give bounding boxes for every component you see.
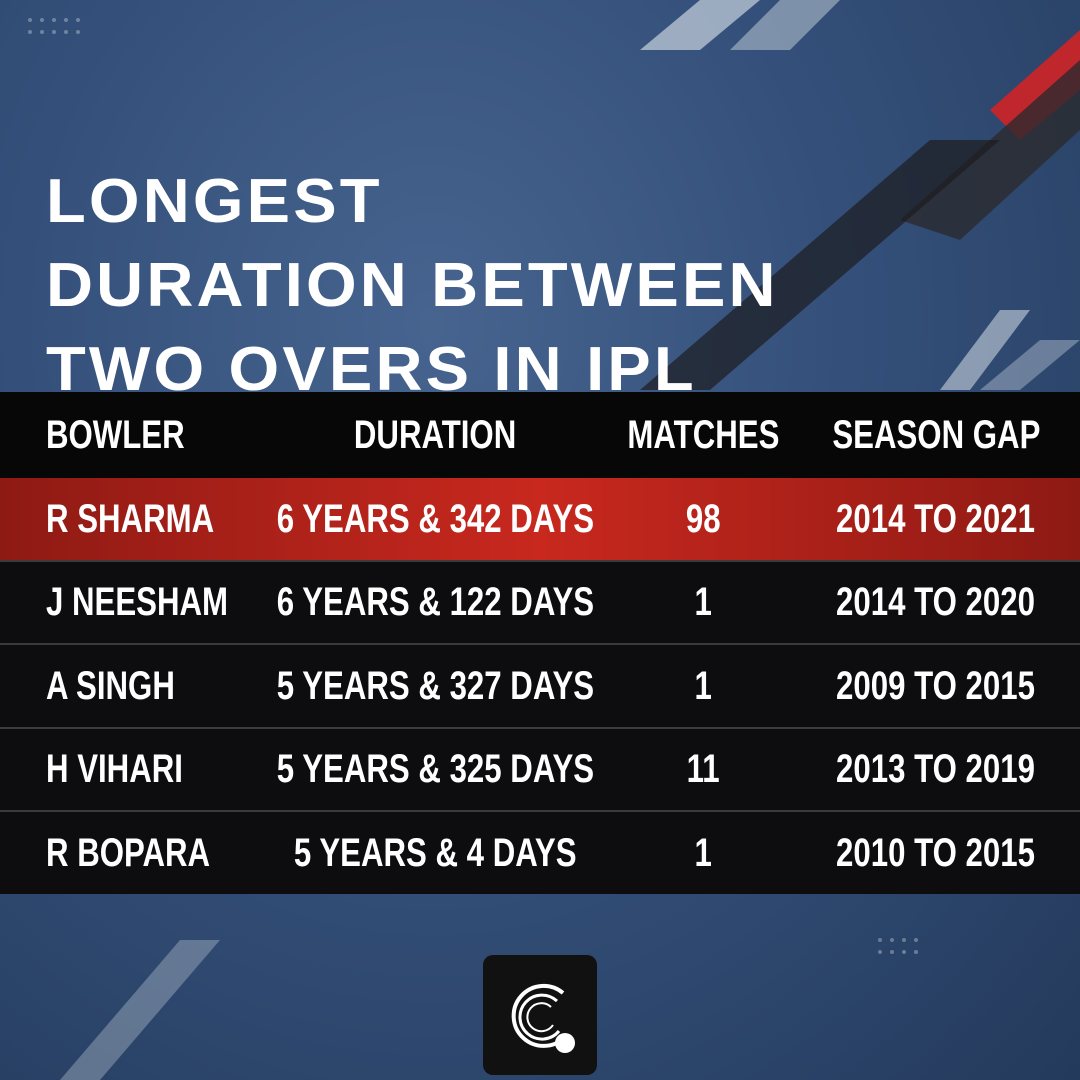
dot-pattern [20,10,100,40]
table-cell: 1 [625,562,781,644]
table-cell: SEASON GAP [800,392,1072,478]
cell-text: 1 [694,663,712,708]
table-cell: R SHARMA [46,478,262,560]
table-cell: 1 [625,645,781,727]
cell-text: 2014 TO 2021 [836,496,1036,541]
row-separator [0,559,1080,562]
stripe [990,30,1080,140]
row-separator [0,643,1080,645]
table-cell: R BOPARA [46,812,256,894]
cell-text: 2013 TO 2019 [836,747,1036,791]
table-cell: 2009 TO 2015 [800,645,1072,727]
cell-text: H VIHARI [46,747,183,791]
cell-text: 98 [685,496,721,541]
table-cell: 5 YEARS & 4 DAYS [285,812,585,894]
table-cell: A SINGH [46,645,211,727]
cell-text: MATCHES [627,412,779,457]
stripe [980,340,1080,390]
table-cell: 2013 TO 2019 [800,729,1072,811]
table-cell: 2014 TO 2021 [800,478,1072,560]
cell-text: 2009 TO 2015 [836,663,1036,708]
table-row: A SINGH 5 YEARS & 327 DAYS 1 2009 TO 2015 [0,645,1080,727]
stripe [640,0,760,50]
row-separator [0,810,1080,812]
table-cell: 2014 TO 2020 [800,562,1072,644]
title-line: DURATION BETWEEN [46,251,779,320]
table-cell: BOWLER [46,392,224,478]
table-row: R BOPARA 5 YEARS & 4 DAYS 1 2010 TO 2015 [0,812,1080,894]
cell-text: 5 YEARS & 327 DAYS [276,663,594,708]
table-cell: J NEESHAM [46,562,279,644]
cell-text: 11 [686,747,720,791]
table-cell: 98 [625,478,781,560]
title: LONGEST DURATION BETWEEN TWO OVERS IN IP… [46,160,776,412]
table-cell: 2010 TO 2015 [800,812,1072,894]
cell-text: DURATION [353,412,517,457]
table-row: H VIHARI 5 YEARS & 325 DAYS 11 2013 TO 2019 [0,728,1080,811]
stripe [900,60,1080,240]
title-line: LONGEST [46,167,383,236]
cell-text: 1 [694,580,712,624]
cell-text: 2014 TO 2020 [836,580,1036,624]
cell-text: 6 YEARS & 122 DAYS [276,580,594,624]
cell-text: SEASON GAP [831,412,1041,457]
logo [483,955,597,1075]
stripe [640,140,1000,390]
cell-text: 6 YEARS & 342 DAYS [276,496,594,541]
dot-pattern [28,18,918,954]
row-separator [0,726,1080,729]
table-cell: 5 YEARS & 327 DAYS [276,645,593,727]
table-cell: 1 [625,812,781,894]
table-cell: 6 YEARS & 122 DAYS [276,562,593,644]
table-cell: 5 YEARS & 325 DAYS [276,729,593,811]
cell-text: BOWLER [46,412,185,457]
table-cell: MATCHES [625,392,781,478]
cell-text: R BOPARA [46,830,211,875]
cell-text: 1 [694,830,712,875]
cell-text: J NEESHAM [46,580,229,624]
table-cell: 6 YEARS & 342 DAYS [276,478,593,560]
stripe [940,310,1030,390]
cell-text: 5 YEARS & 325 DAYS [276,747,594,791]
table-row: J NEESHAM 6 YEARS & 122 DAYS 1 2014 TO 2020 [0,561,1080,644]
cell-text: R SHARMA [46,496,215,541]
stripe [730,0,840,50]
stripe [60,940,220,1080]
cell-text: 2010 TO 2015 [836,830,1036,875]
table-cell: DURATION [285,392,585,478]
cell-text: A SINGH [46,663,175,708]
table-cell: 11 [625,729,781,811]
logo-mark [511,983,575,1053]
table-cell: H VIHARI [46,729,222,811]
header-row: BOWLER DURATION MATCHES SEASON GAP [0,392,1080,478]
table-row: R SHARMA 6 YEARS & 342 DAYS 98 2014 TO 2021 [0,478,1080,560]
cell-text: 5 YEARS & 4 DAYS [293,830,577,875]
